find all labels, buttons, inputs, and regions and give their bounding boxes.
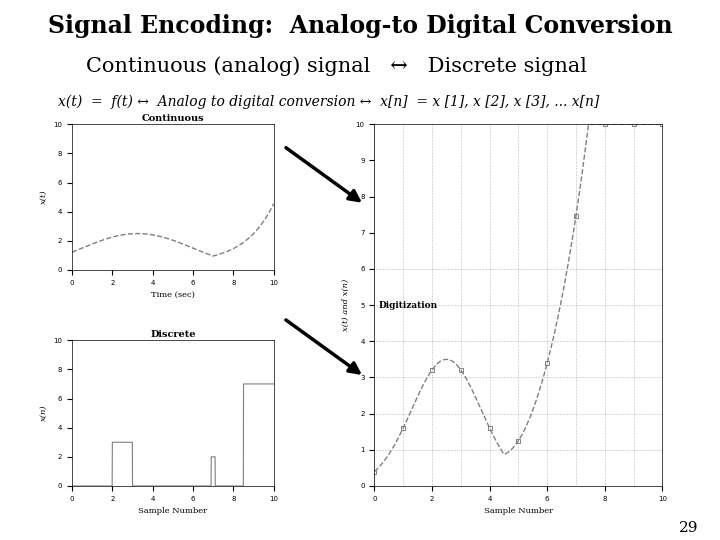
- Text: Digitization: Digitization: [379, 301, 438, 309]
- Y-axis label: x(t): x(t): [40, 190, 48, 205]
- Y-axis label: x(n): x(n): [40, 405, 48, 421]
- Text: 29: 29: [679, 521, 698, 535]
- Title: Continuous: Continuous: [142, 114, 204, 124]
- Text: x(t)  =  f(t) ↔  Analog to digital conversion ↔  x[n]  = x [1], x [2], x [3], ..: x(t) = f(t) ↔ Analog to digital conversi…: [58, 94, 599, 109]
- X-axis label: Sample Number: Sample Number: [138, 507, 207, 515]
- X-axis label: Sample Number: Sample Number: [484, 507, 553, 515]
- Y-axis label: x(t) and x(n): x(t) and x(n): [342, 279, 350, 331]
- X-axis label: Time (sec): Time (sec): [151, 291, 194, 299]
- Text: Continuous (analog) signal   ↔   Discrete signal: Continuous (analog) signal ↔ Discrete si…: [86, 57, 588, 76]
- Title: Discrete: Discrete: [150, 330, 196, 340]
- Text: Signal Encoding:  Analog-to Digital Conversion: Signal Encoding: Analog-to Digital Conve…: [48, 14, 672, 37]
